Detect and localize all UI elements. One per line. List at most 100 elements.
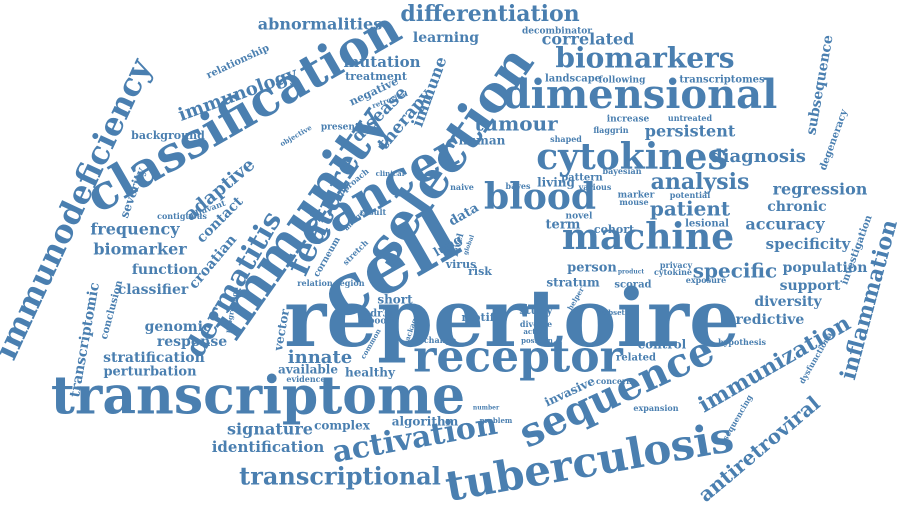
word-clinical: clinical	[376, 169, 405, 178]
word-degeneracy: degeneracy	[818, 107, 851, 172]
word-region: region	[335, 278, 364, 288]
word-signature: signature	[227, 420, 313, 439]
word-transcriptional: transcriptional	[239, 462, 441, 491]
word-biomarker: biomarker	[93, 240, 187, 259]
word-specific: specific	[693, 259, 777, 283]
word-relation: relation	[297, 278, 333, 288]
word-mutation: mutation	[344, 53, 421, 71]
word-conclusion: conclusion	[99, 279, 125, 341]
word-diversity: diversity	[754, 294, 822, 310]
word-regression: regression	[773, 180, 868, 199]
word-naive: naive	[450, 182, 474, 192]
word-bayesian: bayesian	[602, 166, 641, 176]
word-marker: marker	[618, 191, 655, 201]
word-diagnosis: diagnosis	[710, 146, 806, 167]
word-patient: patient	[650, 197, 731, 221]
word-available: available	[278, 363, 338, 377]
word-subset: subset	[599, 308, 625, 317]
word-position: position	[521, 336, 553, 345]
word-objective: objective	[278, 123, 313, 149]
word-lpboost: lpboost	[358, 317, 396, 327]
word-support: support	[780, 278, 841, 294]
word-flaggrin: flaggrin	[593, 125, 628, 135]
word-treatment: treatment	[345, 70, 408, 83]
word-genomic: genomic	[145, 319, 212, 335]
word-complex: complex	[314, 419, 371, 433]
word-various: various	[578, 182, 612, 192]
word-transcriptomes: transcriptomes	[679, 75, 765, 86]
word-contiguous: contiguous	[157, 211, 207, 221]
word-chronic: chronic	[767, 199, 826, 215]
word-dimensional: dimensional	[503, 71, 778, 118]
word-risk: risk	[468, 265, 492, 278]
word-untreated: untreated	[668, 113, 713, 123]
word-stratification: stratification	[103, 350, 205, 366]
word-innate: innate	[288, 347, 352, 368]
word-healthy: healthy	[345, 366, 396, 380]
word-bayes: bayes	[505, 181, 531, 191]
word-present: present	[321, 123, 360, 133]
word-potential: potential	[670, 190, 711, 200]
word-related: related	[616, 353, 656, 364]
word-virus: virus	[445, 258, 477, 271]
word-algorithm: algorithm	[392, 415, 459, 429]
word-accuracy: accuracy	[745, 215, 825, 234]
word-analysis: analysis	[651, 169, 750, 195]
word-stratum: stratum	[546, 276, 600, 290]
word-function: function	[132, 262, 198, 278]
word-receptor: receptor	[413, 332, 623, 383]
word-background: background	[131, 129, 205, 142]
word-result: result	[360, 207, 387, 217]
word-specificity: specificity	[766, 235, 852, 253]
word-product: product	[618, 269, 645, 276]
word-cohort: cohort	[594, 223, 635, 236]
word-repertoire: repertoire	[284, 271, 740, 365]
word-learning: learning	[413, 30, 479, 46]
word-perturbation: perturbation	[103, 365, 197, 380]
word-number: number	[473, 405, 500, 412]
word-exposure: exposure	[686, 275, 726, 285]
word-evidence: evidence	[286, 374, 325, 384]
word-active: active	[523, 327, 547, 336]
word-diverse: diverse	[520, 319, 552, 329]
word-motif: motif	[462, 311, 496, 324]
word-predictive: predictive	[726, 312, 805, 328]
word-correlated: correlated	[542, 30, 635, 49]
word-cdr3-: cdr3β	[364, 309, 396, 320]
word-lesional: lesional	[685, 219, 729, 230]
word-change: change	[424, 335, 456, 345]
word-short: short	[377, 293, 413, 307]
word-term: term	[546, 218, 581, 233]
word-transcriptome: transcriptome	[51, 366, 465, 427]
word-mouse: mouse	[619, 197, 648, 207]
word-subsequence: subsequence	[803, 34, 836, 136]
word-tumour: tumour	[474, 112, 558, 136]
word-population: population	[783, 260, 868, 276]
word-pattern: pattern	[561, 173, 603, 184]
word-privacy: privacy	[660, 260, 693, 270]
word-blood: blood	[484, 176, 596, 218]
word-novel: novel	[566, 212, 594, 222]
word-abnormalities: abnormalities	[258, 15, 382, 34]
word-classifier: classifier	[118, 282, 189, 298]
word-human: human	[459, 134, 506, 148]
word-decombinator: decombinator	[522, 27, 592, 37]
word-living: living	[537, 176, 575, 190]
word-study: study	[519, 304, 553, 317]
word-problem: problem	[480, 416, 513, 425]
word-control: control	[638, 338, 687, 352]
word-identification: identification	[212, 438, 325, 456]
word-shaped: shaped	[550, 134, 582, 144]
word-data: data	[446, 200, 482, 229]
word-following: following	[599, 76, 646, 86]
word-hypothesis: hypothesis	[718, 337, 767, 347]
word-increase: increase	[607, 115, 650, 125]
word-expansion: expansion	[633, 403, 678, 413]
word-landscape: landscape	[545, 74, 601, 85]
word-cytokines: cytokines	[536, 136, 727, 178]
word-response: response	[157, 334, 227, 350]
word-frequency: frequency	[90, 220, 180, 239]
word-machine: machine	[562, 216, 734, 258]
